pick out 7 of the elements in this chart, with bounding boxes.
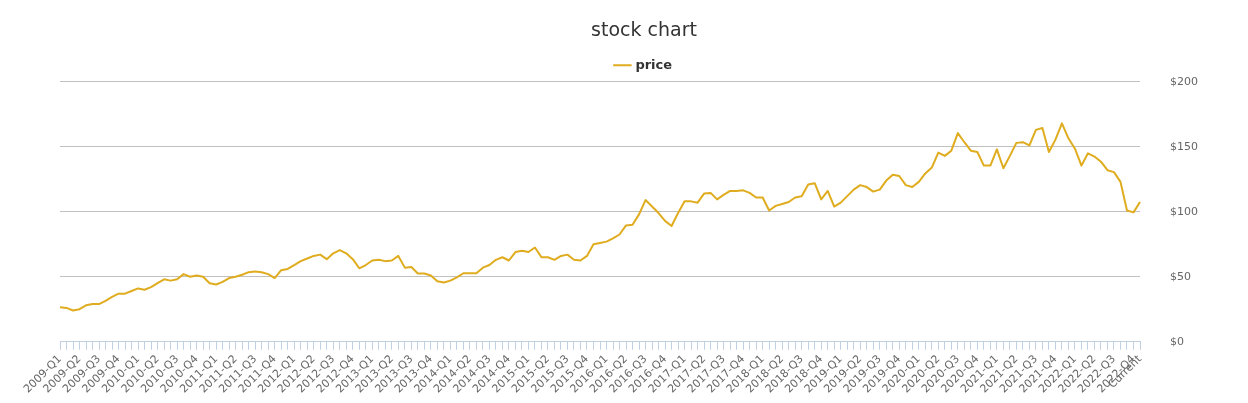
y-tick-label: $150 — [1170, 139, 1199, 153]
y-tick-label: $50 — [1170, 269, 1192, 283]
y-tick-label: $0 — [1170, 334, 1185, 348]
chart-title: stock chart — [591, 18, 697, 41]
y-tick-label: $100 — [1170, 204, 1199, 218]
legend-label: price — [635, 56, 673, 72]
y-tick-label: $200 — [1170, 74, 1199, 88]
